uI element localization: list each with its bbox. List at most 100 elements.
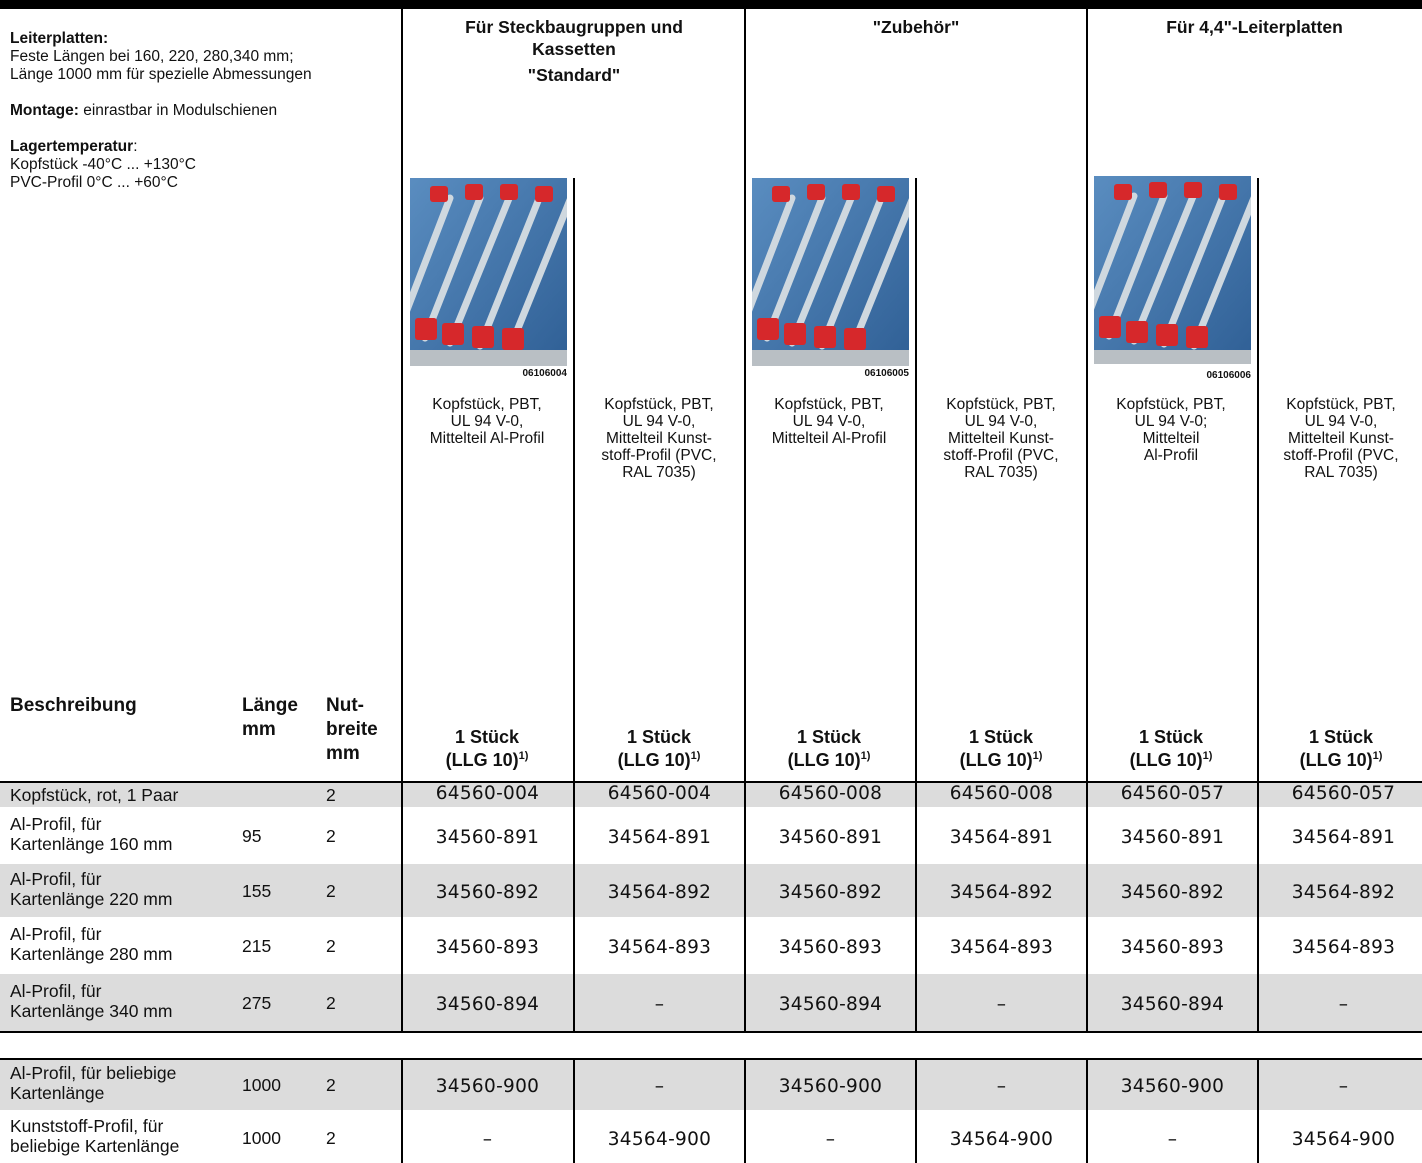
order-number-cell: 34560-891 [778,826,883,848]
order-number-cell: 34564-893 [607,936,712,958]
order-number-cell: 34564-891 [949,826,1054,848]
row-nutbreite: 2 [326,992,336,1013]
row-description-line: Al-Profil, für [10,868,102,889]
row-length: 275 [242,992,272,1013]
product-photo-2 [752,178,909,366]
row-description-line: Al-Profil, für beliebige [10,1063,177,1083]
qty-header-5: 1 Stück (LLG 10)1) [1129,727,1213,770]
order-number-cell: 34564-891 [1291,826,1396,848]
qty-header-3: 1 Stück (LLG 10)1) [787,727,871,770]
order-number-cell: – [996,993,1007,1015]
header-laenge: Länge mm [242,695,298,740]
order-number-cell: 34564-893 [949,936,1054,958]
order-number-cell: 34564-900 [949,1128,1054,1150]
table-row: Al-Profil, für Kartenlänge 220 mm 155 2 3456… [0,864,1422,917]
table-row: Al-Profil, für Kartenlänge 280 mm 215 2 3456… [0,919,1422,972]
row-description-line: Al-Profil, für [10,923,102,944]
row-description-line: Al-Profil, für [10,813,102,834]
group-standard-line1: Für Steckbaugruppen und [465,17,683,37]
table-row: Al-Profil, für beliebige Kartenlänge 1000 2… [0,1060,1422,1110]
order-number-cell: 34560-894 [1120,993,1225,1015]
group-44-line1: Für 4,4"-Leiterplatten [1166,17,1343,37]
order-number-cell: 64560-057 [1291,783,1396,804]
order-number-cell: 34560-892 [778,881,883,903]
row-description-line: Kartenlänge 280 mm [10,943,173,964]
rule-v-group3 [1086,9,1088,1031]
order-number-cell: 34560-894 [435,993,540,1015]
temp-colon: : [133,138,138,155]
order-number-cell: 64560-004 [607,783,712,804]
order-number-cell: 34560-891 [1120,826,1225,848]
qty-header-4: 1 Stück (LLG 10)1) [959,727,1043,770]
order-number-cell: 34560-892 [1120,881,1225,903]
photo-id-2: 06106005 [864,368,910,379]
rule-v-sub3-b [1257,1058,1259,1163]
order-number-cell: 34564-892 [607,881,712,903]
group-zubehoer-line1: "Zubehör" [872,17,960,37]
row-description: Al-Profil, für Kartenlänge 340 mm [10,981,172,1021]
rule-v-group2-b [744,1058,746,1163]
order-number-cell: – [654,993,665,1015]
order-number-cell: 34564-900 [607,1128,712,1150]
order-number-cell: 34564-892 [1291,881,1396,903]
product-desc-1: Kopfstück, PBT, UL 94 V-0, Mittelteil Al-P… [429,396,545,447]
rule-v-sub3 [1257,178,1259,1031]
row-description-line: Al-Profil, für [10,980,102,1001]
row-description: Al-Profil, für Kartenlänge 280 mm [10,924,172,964]
order-number-cell: 34560-893 [1120,936,1225,958]
rule-section-top [0,1031,1422,1033]
order-number-cell: 34560-892 [435,881,540,903]
order-number-cell: – [482,1128,493,1150]
order-number-cell: 64560-057 [1120,783,1225,804]
rule-header-bottom [0,781,1422,783]
group-44-boards: Für 4,4"-Leiterplatten [1087,16,1422,38]
table-row: Kunststoff-Profil, für beliebige Kartenlä… [0,1112,1422,1163]
row-length: 95 [242,825,262,846]
order-number-cell: 34564-892 [949,881,1054,903]
circuit-rail-photo-icon [410,178,567,366]
row-nutbreite: 2 [326,935,336,956]
row-description-line: Kartenlänge 220 mm [10,888,173,909]
order-number-cell: 64560-008 [778,783,883,804]
product-photo-3 [1094,176,1251,364]
board-text-2: Länge 1000 mm für spezielle Abmessungen [10,66,312,83]
qty-header-2: 1 Stück (LLG 10)1) [617,727,701,770]
header-beschreibung: Beschreibung [10,695,137,716]
row-length: 155 [242,880,272,901]
row-nutbreite: 2 [326,880,336,901]
rule-v-sub1-b [573,1058,575,1163]
row-description: Al-Profil, für Kartenlänge 160 mm [10,814,172,854]
row-length: 1000 [242,1127,281,1148]
qty-header-6: 1 Stück (LLG 10)1) [1299,727,1383,770]
temp-label: Lagertemperatur [10,138,134,155]
rule-v-sub2-b [915,1058,917,1163]
row-length: 1000 [242,1075,281,1095]
order-number-cell: – [1338,1076,1349,1097]
table-row: Kopfstück, rot, 1 Paar 2 64560-004 64560-00… [0,783,1422,807]
rule-v-sub2 [915,178,917,1031]
rule-v-group2 [744,9,746,1031]
order-number-cell: – [1338,993,1349,1015]
order-number-cell: 34564-891 [607,826,712,848]
mount-label: Montage: [10,102,79,119]
order-number-cell: – [1167,1128,1178,1150]
rule-v-sub1 [573,178,575,1031]
order-number-cell: 64560-008 [949,783,1054,804]
table-row: Al-Profil, für Kartenlänge 160 mm 95 2 34560… [0,809,1422,862]
circuit-rail-photo-icon [752,178,909,366]
row-description-line: Kunststoff-Profil, für [10,1115,164,1136]
order-number-cell: – [996,1076,1007,1097]
top-rule [0,0,1422,9]
row-description-line: Kartenlänge [10,1083,105,1103]
group-standard: Für Steckbaugruppen und Kassetten "Stand… [403,16,745,86]
header-nutbreite: Nut-breite mm [326,695,378,764]
product-desc-4: Kopfstück, PBT, UL 94 V-0, Mittelteil Kuns… [943,396,1059,481]
row-description: Kunststoff-Profil, für beliebige Kartenlä… [10,1116,179,1156]
product-desc-2: Kopfstück, PBT, UL 94 V-0, Mittelteil Kuns… [601,396,717,481]
row-description: Al-Profil, für beliebige Kartenlänge [10,1063,176,1103]
order-number-cell: 34560-893 [435,936,540,958]
photo-id-3: 06106006 [1206,370,1252,381]
rule-v-left-b [401,1058,403,1163]
qty-header-1: 1 Stück (LLG 10)1) [445,727,529,770]
order-number-cell: 34560-900 [435,1076,540,1097]
